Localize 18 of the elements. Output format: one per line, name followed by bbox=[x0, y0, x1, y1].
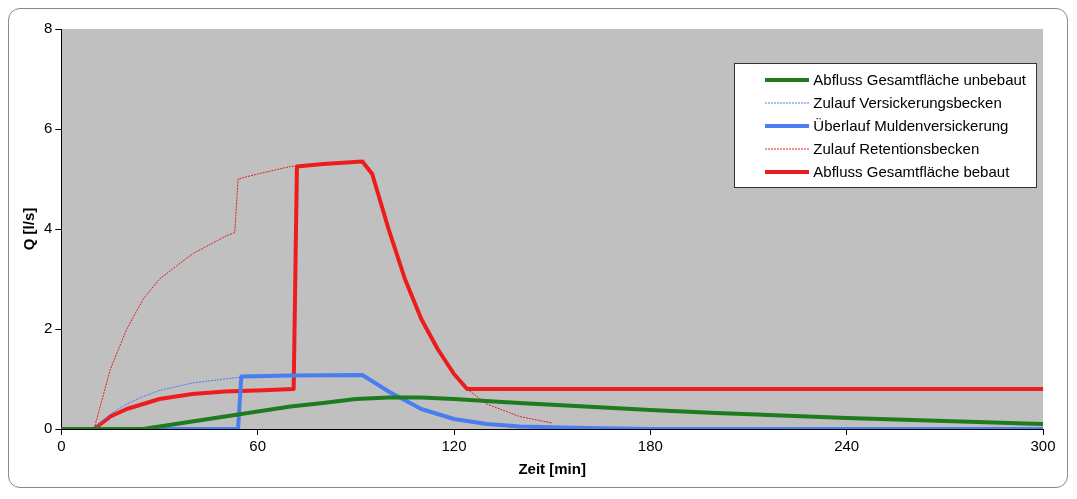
y-tick-label: 6 bbox=[44, 119, 53, 137]
x-tick-label: 300 bbox=[1030, 437, 1056, 455]
y-tick-label: 4 bbox=[44, 219, 53, 237]
legend-label: Zulauf Retentionsbecken bbox=[813, 139, 980, 159]
x-tick-label: 180 bbox=[637, 437, 663, 455]
x-tick-label: 120 bbox=[441, 437, 467, 455]
legend-label: Zulauf Versickerungsbecken bbox=[813, 93, 1002, 113]
x-tick-label: 60 bbox=[249, 437, 267, 455]
legend-label: Überlauf Muldenversickerung bbox=[813, 116, 1009, 136]
x-axis-title: Zeit [min] bbox=[518, 460, 586, 478]
y-tick-label: 0 bbox=[44, 419, 53, 437]
y-tick-label: 2 bbox=[44, 319, 53, 337]
legend-label: Abfluss Gesamtfläche bebaut bbox=[813, 162, 1010, 182]
y-tick-label: 8 bbox=[44, 19, 53, 37]
legend-label: Abfluss Gesamtfläche unbebaut bbox=[813, 70, 1026, 90]
x-tick-label: 0 bbox=[57, 437, 66, 455]
y-axis-title: Q [l/s] bbox=[20, 207, 38, 251]
x-tick-label: 240 bbox=[834, 437, 860, 455]
